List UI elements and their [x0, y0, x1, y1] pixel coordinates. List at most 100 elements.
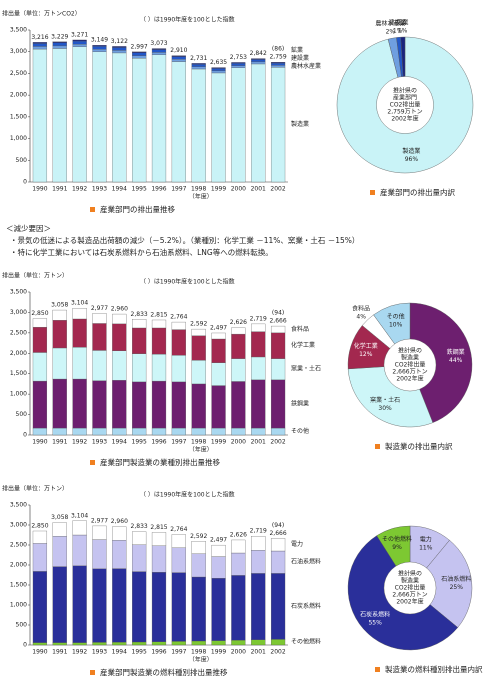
center-text: 推計県の	[398, 347, 422, 355]
bar-segment	[251, 356, 266, 380]
bar-segment	[92, 350, 107, 381]
y-tick-label: 500	[16, 622, 28, 629]
series-label: 建設業	[291, 54, 309, 62]
series-label: その他	[291, 427, 309, 435]
y-tick-label: 1,000	[10, 135, 27, 142]
bar-segment	[171, 59, 186, 62]
x-tick-label: 1999	[211, 439, 226, 446]
bar-segment	[270, 332, 286, 359]
x-tick-label: 2001	[251, 439, 266, 446]
y-tick-label: 2,500	[10, 70, 27, 77]
bar-segment	[151, 641, 167, 646]
total-label: 2,497	[210, 537, 227, 544]
bar-segment	[191, 553, 206, 578]
bar-segment	[151, 319, 167, 329]
bar-segment	[132, 381, 147, 429]
slice-label: その他燃料	[382, 535, 412, 543]
total-label: 2,719	[250, 528, 267, 535]
total-label: 2,815	[150, 311, 167, 318]
caption: 産業部門の排出量内訳	[380, 187, 455, 197]
bar-segment	[191, 63, 206, 65]
bar-segment	[151, 48, 167, 50]
total-label: 2,977	[91, 305, 108, 312]
x-tick-label: 1997	[171, 186, 186, 193]
bar-segment	[231, 65, 246, 68]
bar-segment	[231, 358, 246, 382]
bar-segment	[112, 540, 127, 569]
center-text: 製造業	[401, 577, 419, 585]
pie-center	[383, 561, 437, 615]
bar-segment	[251, 427, 266, 436]
total-label: 2,850	[31, 310, 48, 317]
bar-segment	[171, 381, 186, 429]
bar-segment	[191, 64, 206, 67]
total-label: 2,815	[150, 524, 167, 531]
x-tick-label: 1995	[132, 649, 147, 656]
caption: 産業部門製造業の業種別排出量推移	[100, 457, 220, 467]
bar-segment	[191, 66, 206, 70]
center-text: CO2排出量	[390, 101, 421, 109]
bar-segment	[132, 57, 147, 183]
pie-center	[383, 338, 437, 392]
bar-segment	[191, 383, 206, 429]
bar-segment	[52, 642, 67, 646]
bar-segment	[231, 575, 246, 641]
series-label: 電力	[291, 540, 303, 548]
x-tick-label: 2001	[251, 186, 266, 193]
index-label: (86)	[272, 46, 284, 53]
bar-segment	[211, 70, 226, 74]
caption: 製造業の燃料種別排出量内訳	[385, 664, 483, 674]
total-label: 3,058	[51, 302, 68, 309]
bar-segment	[132, 544, 147, 572]
bar-segment	[151, 327, 167, 355]
slice-value: 11%	[419, 545, 433, 552]
bar-segment	[151, 54, 167, 183]
bar-segment	[132, 571, 147, 643]
bar-segment	[32, 642, 48, 646]
bar-segment	[32, 530, 48, 544]
caption: 産業部門製造業の燃料種別排出量推移	[100, 667, 228, 677]
total-label: 3,122	[111, 38, 128, 45]
bar-segment	[191, 335, 206, 361]
text-item: ・景気の低迷による製造品出荷額の減少（－5.2%）。（業種別：化学工業 －11%…	[10, 235, 359, 245]
y-tick-label: 2,500	[10, 542, 27, 549]
bar-segment	[32, 326, 48, 353]
y-tick-label: 2,000	[10, 92, 27, 99]
bar-segment	[211, 427, 226, 436]
bar-segment	[52, 48, 67, 183]
x-tick-label: 1994	[112, 439, 127, 446]
x-tick-label: 1991	[52, 439, 67, 446]
x-axis-title: （年度）	[189, 193, 213, 201]
bar-segment	[112, 526, 127, 541]
bar-segment	[251, 331, 266, 358]
bar-segment	[92, 51, 107, 183]
bar-segment	[171, 329, 186, 356]
bar-segment	[270, 62, 286, 66]
x-tick-label: 2001	[251, 649, 266, 656]
bar-segment	[52, 378, 67, 429]
y-tick-label: 500	[16, 157, 28, 164]
caption-marker	[375, 667, 380, 672]
bar-segment	[191, 640, 206, 646]
total-label: 2,666	[269, 530, 286, 537]
bar-segment	[151, 380, 167, 429]
text-heading: ＜減少要因＞	[6, 223, 51, 233]
x-tick-label: 1997	[171, 649, 186, 656]
bar-segment	[112, 350, 127, 381]
bar-segment	[72, 46, 87, 183]
series-label: 農林水産業	[291, 62, 321, 70]
bar-segment	[92, 568, 107, 643]
bar-segment	[211, 640, 226, 646]
center-text: 産業部門	[393, 94, 417, 102]
bar-segment	[151, 427, 167, 436]
y-tick-label: 2,500	[10, 329, 27, 336]
bar-segment	[112, 50, 127, 54]
bar-segment	[32, 46, 48, 50]
x-tick-label: 2000	[231, 186, 246, 193]
bar-segment	[92, 525, 107, 540]
slice-label: 窯業・土石	[370, 396, 400, 404]
center-text: 2,666万トン	[392, 592, 427, 599]
bar-segment	[270, 67, 286, 183]
slice-label: 石油系燃料	[441, 575, 471, 583]
bar-segment	[191, 576, 206, 642]
